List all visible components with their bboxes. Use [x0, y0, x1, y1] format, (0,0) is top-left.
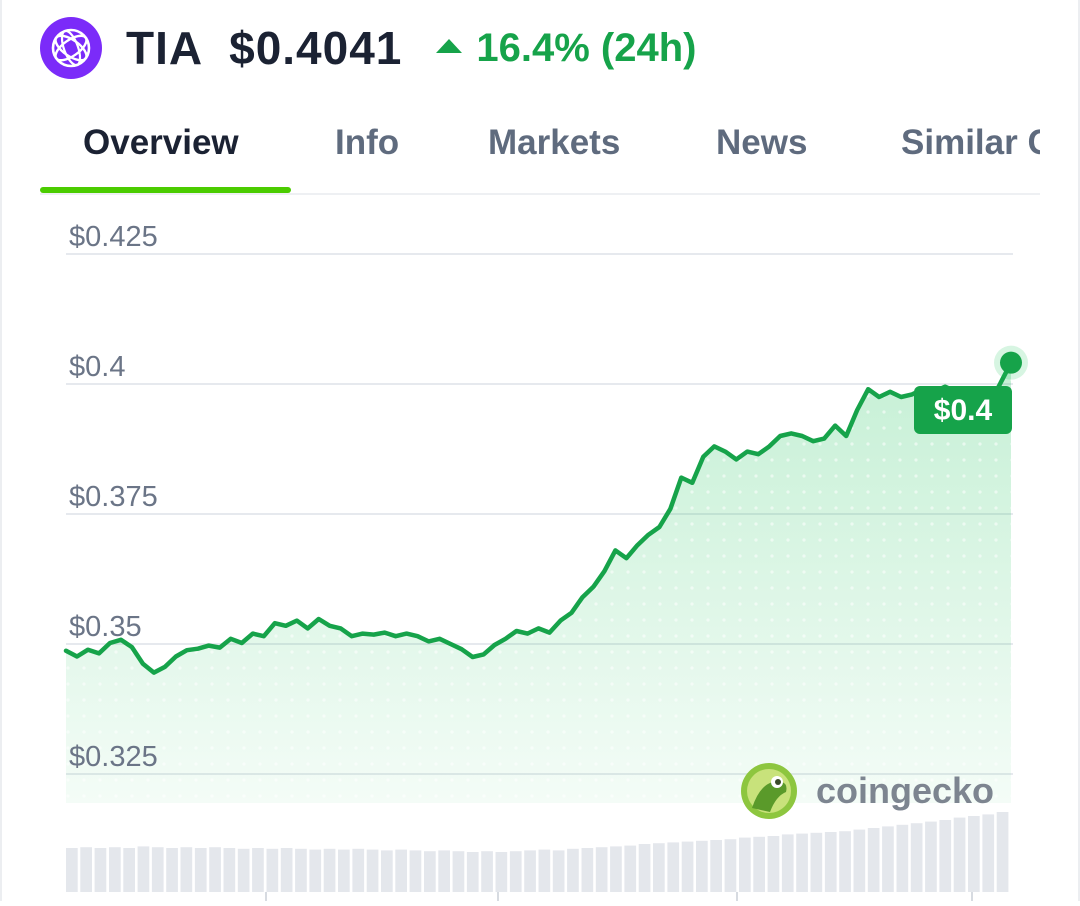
volume-bar — [781, 834, 794, 892]
volume-bar — [137, 846, 150, 892]
price-change-value: 16.4% (24h) — [476, 25, 697, 70]
volume-bar — [424, 851, 436, 892]
tab-info[interactable]: Info — [335, 123, 400, 162]
volume-bar — [495, 852, 508, 892]
coingecko-watermark: coingecko — [741, 763, 994, 819]
y-axis-tick-label: $0.325 — [69, 741, 158, 773]
volume-bar — [180, 847, 193, 892]
volume-bar — [839, 831, 851, 892]
volume-bar — [552, 850, 565, 892]
coin-header: TIA $0.4041 16.4% (24h) — [40, 15, 697, 81]
volume-bar — [896, 824, 909, 892]
volume-bar — [381, 850, 393, 892]
volume-bar — [123, 848, 135, 892]
price-change: 16.4% (24h) — [436, 25, 697, 71]
volume-bar — [753, 836, 765, 892]
volume-bar — [194, 848, 207, 892]
globe-icon — [51, 28, 91, 68]
volume-bar — [538, 849, 551, 892]
volume-bar — [352, 848, 365, 892]
volume-bar — [452, 851, 465, 892]
volume-bar — [882, 826, 894, 892]
volume-bar — [280, 848, 293, 892]
price-chart[interactable]: $0.425 $0.4 $0.375 $0.35 $0.325 $0.4 coingeck… — [0, 200, 1080, 901]
volume-bar — [338, 849, 350, 892]
volume-bar — [996, 812, 1009, 892]
y-axis-tick-label: $0.425 — [69, 221, 158, 253]
last-price-dot — [1000, 351, 1022, 374]
volume-bar — [80, 847, 92, 892]
volume-bar — [610, 846, 622, 892]
volume-bar — [94, 848, 107, 892]
last-price-badge — [914, 386, 1012, 434]
volume-bar — [638, 844, 651, 892]
volume-bar — [696, 840, 708, 892]
tab-markets[interactable]: Markets — [488, 123, 621, 162]
coin-price: $0.4041 — [229, 22, 403, 74]
volume-bar — [767, 836, 780, 892]
watermark-text: coingecko — [816, 770, 994, 811]
volume-bar — [939, 820, 952, 892]
volume-bar — [509, 851, 522, 892]
volume-bar — [109, 847, 121, 892]
volume-bar — [824, 832, 837, 892]
triangle-up-icon — [436, 39, 463, 53]
volume-bar — [581, 848, 594, 892]
volume-bar — [209, 847, 221, 892]
volume-bar — [438, 850, 450, 892]
volume-bar — [223, 848, 236, 892]
price-chart-svg: $0.425 $0.4 $0.375 $0.35 $0.325 $0.4 coingeck… — [63, 221, 1028, 901]
volume-bar — [366, 849, 379, 892]
price-area-dots — [66, 362, 1011, 803]
volume-bar — [295, 848, 307, 892]
right-frame-edge — [1078, 0, 1080, 901]
volume-bar — [853, 829, 866, 892]
tab-news[interactable]: News — [716, 123, 808, 162]
volume-bar — [810, 832, 823, 892]
last-price-label: $0.4 — [934, 394, 993, 427]
volume-bar — [595, 847, 608, 892]
volume-bar — [968, 816, 980, 892]
tab-bar: Overview Info Markets News Similar Coins — [40, 105, 1040, 195]
left-frame-edge — [0, 0, 2, 901]
volume-bar — [266, 848, 279, 892]
volume-bar — [481, 851, 493, 892]
volume-bar — [796, 833, 808, 892]
coin-logo-icon — [40, 17, 102, 79]
volume-bar — [237, 848, 250, 892]
volume-bar — [982, 814, 995, 892]
volume-bar — [466, 852, 479, 892]
volume-bar — [710, 840, 722, 892]
volume-bar — [910, 823, 923, 892]
volume-bar — [309, 849, 322, 892]
tab-overview[interactable]: Overview — [83, 123, 239, 162]
active-tab-indicator — [40, 187, 291, 193]
y-axis-tick-label: $0.4 — [69, 351, 125, 383]
volume-bar — [166, 848, 178, 892]
volume-bar — [66, 848, 78, 892]
y-axis-tick-label: $0.375 — [69, 481, 158, 513]
tab-similar-coins[interactable]: Similar Coins — [901, 123, 1040, 162]
volume-bar — [524, 850, 536, 892]
volume-bar — [151, 847, 164, 892]
volume-bar — [724, 839, 737, 892]
volume-bar — [925, 821, 937, 892]
coin-symbol: TIA — [126, 22, 204, 74]
volume-bar — [667, 842, 680, 892]
volume-bar — [681, 841, 694, 892]
volume-bar — [252, 848, 264, 892]
volume-bar — [567, 848, 579, 892]
price-line — [63, 360, 1014, 675]
volume-bar — [624, 845, 637, 892]
volume-bar — [867, 828, 880, 892]
volume-bar — [739, 837, 751, 892]
volume-bar — [953, 817, 966, 892]
volume-bar — [323, 848, 336, 892]
volume-bar — [395, 849, 407, 892]
volume-bar — [653, 843, 665, 892]
volume-bar — [409, 850, 422, 892]
y-axis-tick-label: $0.35 — [69, 611, 142, 643]
